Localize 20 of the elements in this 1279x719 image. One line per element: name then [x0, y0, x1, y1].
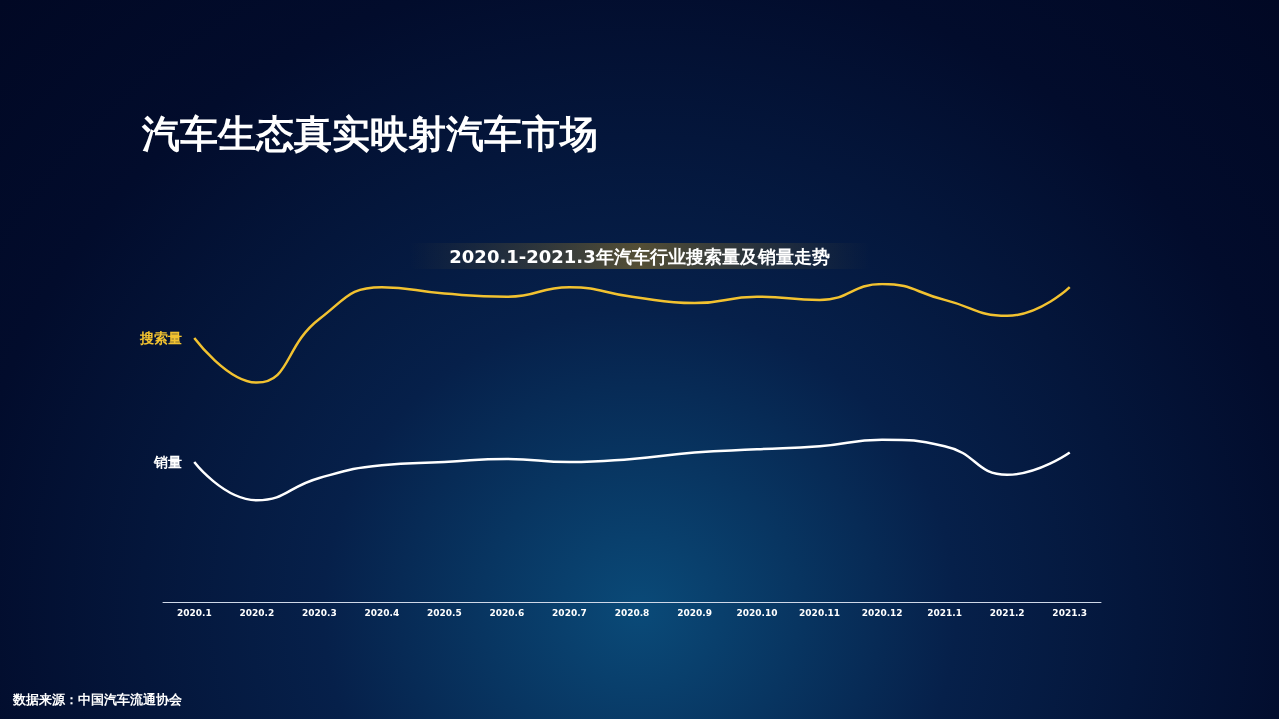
x-tick-label: 2020.2: [239, 607, 275, 618]
x-tick-label: 2020.11: [799, 607, 841, 618]
chart-subtitle: 2020.1-2021.3年汽车行业搜索量及销量走势: [449, 245, 830, 267]
x-tick-label: 2020.8: [614, 607, 650, 618]
x-tick-label: 2020.7: [552, 607, 587, 618]
x-tick-label: 2021.2: [989, 607, 1025, 618]
x-tick-label: 2021.3: [1052, 607, 1088, 618]
x-tick-label: 2020.9: [677, 607, 712, 618]
x-tick-label: 2020.1: [176, 607, 212, 618]
series-label: 搜索量: [139, 330, 183, 347]
x-tick-label: 2020.3: [301, 607, 337, 618]
source-note: 数据来源：中国汽车流通协会: [12, 692, 183, 707]
x-tick-label: 2020.10: [736, 607, 778, 618]
chart-title: 汽车生态真实映射汽车市场: [141, 112, 598, 156]
x-tick-label: 2020.6: [489, 607, 525, 618]
x-tick-label: 2021.1: [927, 607, 963, 618]
x-tick-label: 2020.4: [364, 607, 400, 618]
x-tick-label: 2020.12: [861, 607, 903, 618]
series-label: 销量: [153, 454, 183, 471]
x-tick-label: 2020.5: [427, 607, 462, 618]
